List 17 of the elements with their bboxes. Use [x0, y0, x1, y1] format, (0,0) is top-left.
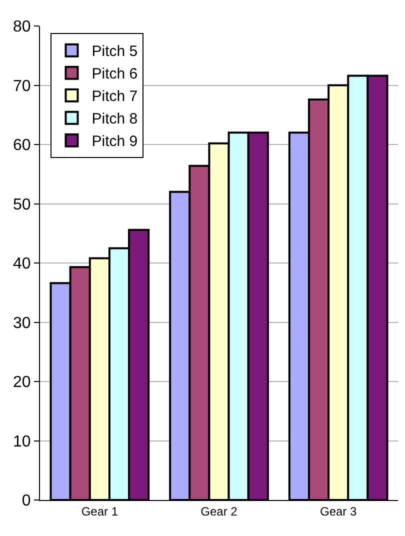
- y-tick-label: 20: [13, 374, 31, 392]
- legend-label: Pitch 8: [92, 110, 138, 128]
- x-tick-label: Gear 3: [320, 504, 357, 518]
- y-tick-label: 80: [13, 18, 31, 36]
- legend-label: Pitch 6: [92, 66, 138, 83]
- y-tick-label: 50: [13, 196, 31, 214]
- y-tick-label: 10: [13, 433, 31, 450]
- y-tick-label: 60: [13, 137, 31, 154]
- y-tick-label: 40: [13, 256, 31, 273]
- y-tick-label: 30: [13, 314, 31, 332]
- legend-label: Pitch 7: [92, 88, 138, 106]
- legend-label: Pitch 5: [92, 43, 138, 60]
- y-tick-label: 0: [22, 492, 31, 510]
- x-tick-label: Gear 2: [200, 504, 238, 518]
- legend-label: Pitch 9: [92, 133, 138, 150]
- y-tick-label: 70: [13, 78, 31, 95]
- x-tick-label: Gear 1: [81, 504, 118, 518]
